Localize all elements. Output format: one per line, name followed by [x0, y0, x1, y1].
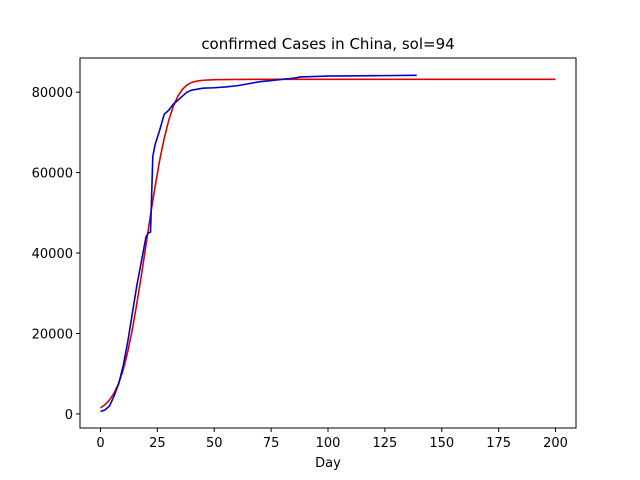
plot-frame	[79, 57, 577, 429]
y-axis: 0 20000 40000 60000 80000	[32, 86, 80, 423]
x-axis-title: Day	[315, 456, 341, 471]
plot-series	[100, 74, 556, 413]
y-tick-label: 80000	[32, 86, 73, 101]
x-tick-label: 150	[429, 436, 454, 451]
x-tick-label: 200	[543, 436, 568, 451]
x-axis: 0 25 50 75 100 125 150 175 200	[96, 428, 568, 451]
x-tick-label: 25	[149, 436, 166, 451]
x-tick-label: 100	[316, 436, 341, 451]
x-tick-label: 0	[96, 436, 104, 451]
x-tick-label: 125	[372, 436, 397, 451]
x-tick-label: 75	[263, 436, 280, 451]
y-tick-label: 0	[65, 408, 73, 423]
x-tick-label: 175	[486, 436, 511, 451]
chart-title: confirmed Cases in China, sol=94	[201, 35, 454, 53]
series-line-0	[100, 78, 556, 409]
series-line-1	[100, 74, 417, 413]
x-tick-label: 50	[206, 436, 223, 451]
y-tick-label: 20000	[32, 327, 73, 342]
y-tick-label: 60000	[32, 167, 73, 182]
y-tick-label: 40000	[32, 247, 73, 262]
